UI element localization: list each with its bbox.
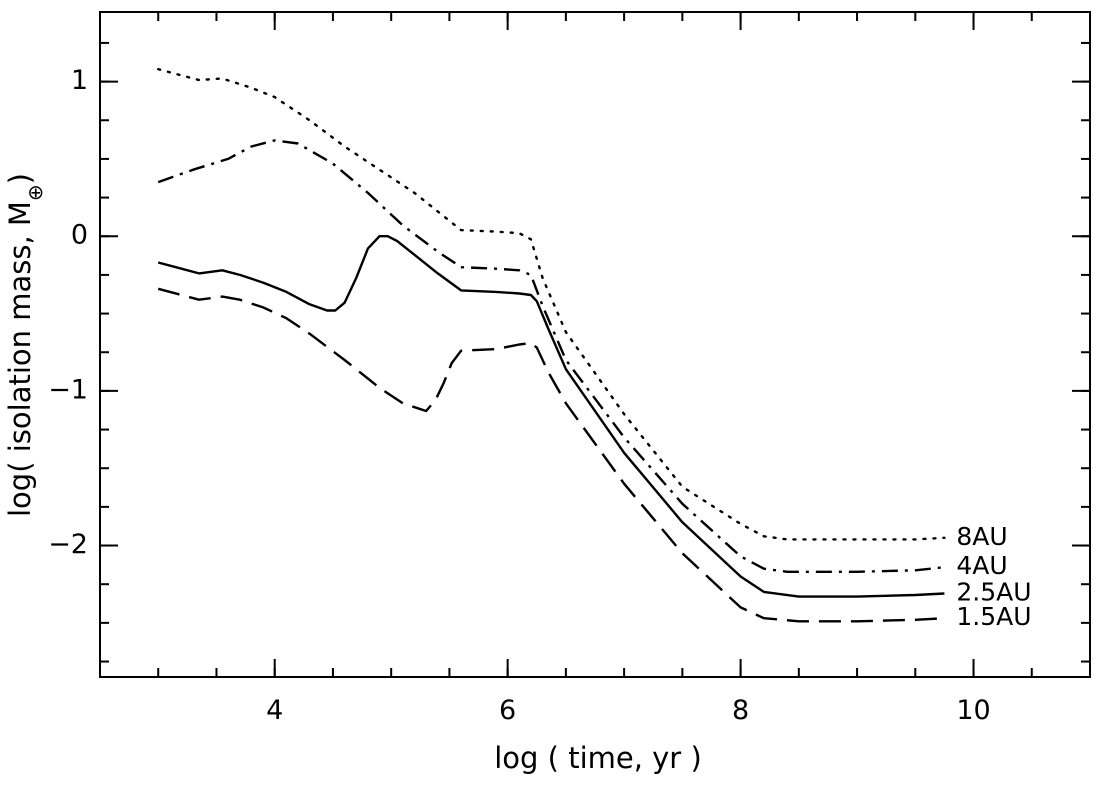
x-axis-label: log ( time, yr ) xyxy=(494,741,702,775)
x-tick-label: 6 xyxy=(499,695,516,726)
x-tick-labels: 4 6 8 10 xyxy=(266,695,991,726)
series-label-4au: 4AU xyxy=(956,551,1007,580)
y-tick-label: 1 xyxy=(71,65,88,96)
x-tick-label: 8 xyxy=(732,695,749,726)
major-ticks xyxy=(100,12,1090,677)
x-tick-label: 10 xyxy=(956,695,990,726)
series-label-8au: 8AU xyxy=(956,522,1007,551)
series-label-1-5au: 1.5AU xyxy=(956,602,1031,631)
plot-frame xyxy=(99,11,1091,678)
y-tick-label: −1 xyxy=(48,374,88,405)
y-axis-label-subscript: ⊕ xyxy=(23,184,47,201)
series-line-2-5au xyxy=(157,234,945,598)
y-tick-label: 0 xyxy=(71,220,88,251)
series-line-8au xyxy=(156,67,946,541)
y-axis-label-main: log( isolation mass, M xyxy=(3,201,37,517)
series-line-4au xyxy=(157,139,945,573)
y-tick-labels: 1 0 −1 −2 xyxy=(48,65,88,560)
y-axis-label-close: ) xyxy=(3,173,37,184)
minor-ticks xyxy=(100,12,1090,677)
y-axis-label: log( isolation mass, M⊕) xyxy=(3,173,47,517)
series-lines xyxy=(156,67,946,623)
x-tick-label: 4 xyxy=(266,695,283,726)
series-label-2-5au: 2.5AU xyxy=(956,577,1031,606)
y-tick-label: −2 xyxy=(48,529,88,560)
series-line-1-5au xyxy=(157,287,945,623)
